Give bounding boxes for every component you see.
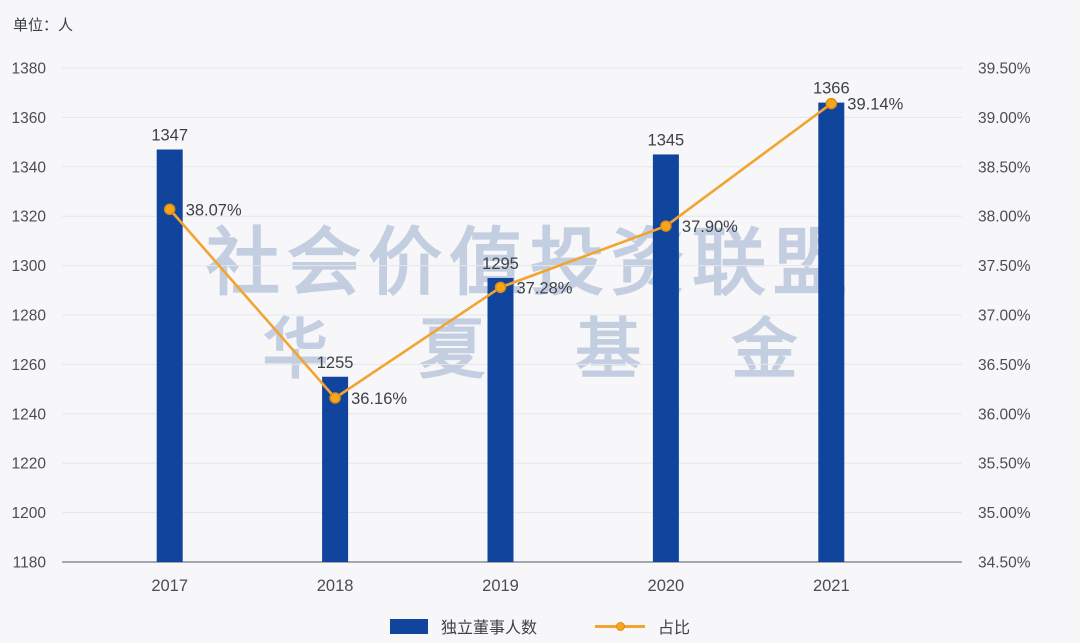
legend-item-bar: 独立董事人数 (389, 614, 537, 638)
line-point (825, 97, 838, 110)
line-value-label: 37.90% (682, 218, 738, 236)
line-value-label: 38.07% (186, 201, 242, 219)
right-axis-tick: 35.50% (978, 456, 1031, 473)
bar-value-label: 1255 (317, 354, 354, 372)
right-axis-tick: 37.00% (978, 308, 1031, 325)
left-axis-tick: 1180 (13, 555, 47, 572)
bar-legend-swatch (389, 618, 428, 634)
bar-legend-label: 独立董事人数 (440, 620, 537, 637)
bar (818, 102, 845, 562)
right-axis-tick: 38.50% (978, 159, 1031, 176)
legend-item-line: 占比 (595, 614, 690, 638)
line-point (660, 220, 672, 232)
left-axis-tick: 1380 (12, 61, 47, 78)
line-value-label: 36.16% (351, 390, 407, 408)
right-axis-tick: 36.00% (978, 406, 1031, 423)
x-axis-tick: 2018 (317, 577, 354, 595)
x-axis-tick: 2020 (648, 577, 685, 595)
left-axis-tick: 1360 (12, 110, 47, 127)
right-axis-tick: 39.50% (978, 61, 1031, 78)
left-axis-tick: 1340 (12, 159, 47, 176)
line-legend-label: 占比 (658, 620, 691, 637)
line-point (163, 203, 176, 216)
right-axis-tick: 34.50% (978, 555, 1031, 572)
line-legend-marker-icon (615, 621, 625, 631)
line-value-label: 37.28% (517, 279, 573, 297)
data-label-layer: 1347 1255 1295 1345 1366 38.07% 36.16% 37.28% 37… (151, 80, 903, 408)
line-series (163, 97, 838, 404)
left-axis-tick: 1260 (12, 357, 47, 374)
line-value-label: 39.14% (847, 96, 903, 114)
left-axis-tick: 1320 (12, 209, 47, 226)
bar-value-label: 1366 (813, 80, 850, 98)
bar-series (156, 102, 845, 562)
line-point (494, 281, 507, 294)
bar-value-label: 1347 (151, 127, 188, 145)
bar (322, 376, 349, 562)
right-axis-tick: 38.00% (978, 209, 1031, 226)
right-axis-tick: 37.50% (978, 258, 1031, 275)
x-axis-tick: 2019 (482, 577, 519, 595)
bar (487, 277, 514, 562)
line-legend-swatch (595, 621, 645, 631)
left-axis-tick: 1220 (12, 456, 47, 473)
line-point (329, 392, 341, 404)
left-axis-tick: 1200 (12, 505, 47, 522)
bar (652, 154, 679, 562)
right-axis-tick: 36.50% (978, 357, 1031, 374)
left-axis-tick: 1280 (12, 308, 47, 325)
unit-label: 单位：人 (13, 17, 74, 34)
bar-value-label: 1295 (482, 255, 519, 273)
x-axis-tick: 2021 (813, 577, 850, 595)
right-axis-tick: 39.00% (978, 110, 1031, 127)
x-axis-tick: 2017 (151, 577, 188, 595)
right-axis-tick: 35.00% (978, 505, 1031, 522)
left-axis-tick: 1300 (12, 258, 47, 275)
bar-value-label: 1345 (648, 131, 685, 149)
axis-layer: 1380 39.50% 1360 39.00% 1340 38.50% 1320 38.00%… (12, 61, 1031, 596)
left-axis-tick: 1240 (12, 406, 47, 423)
legend: 独立董事人数 占比 (0, 614, 1080, 638)
